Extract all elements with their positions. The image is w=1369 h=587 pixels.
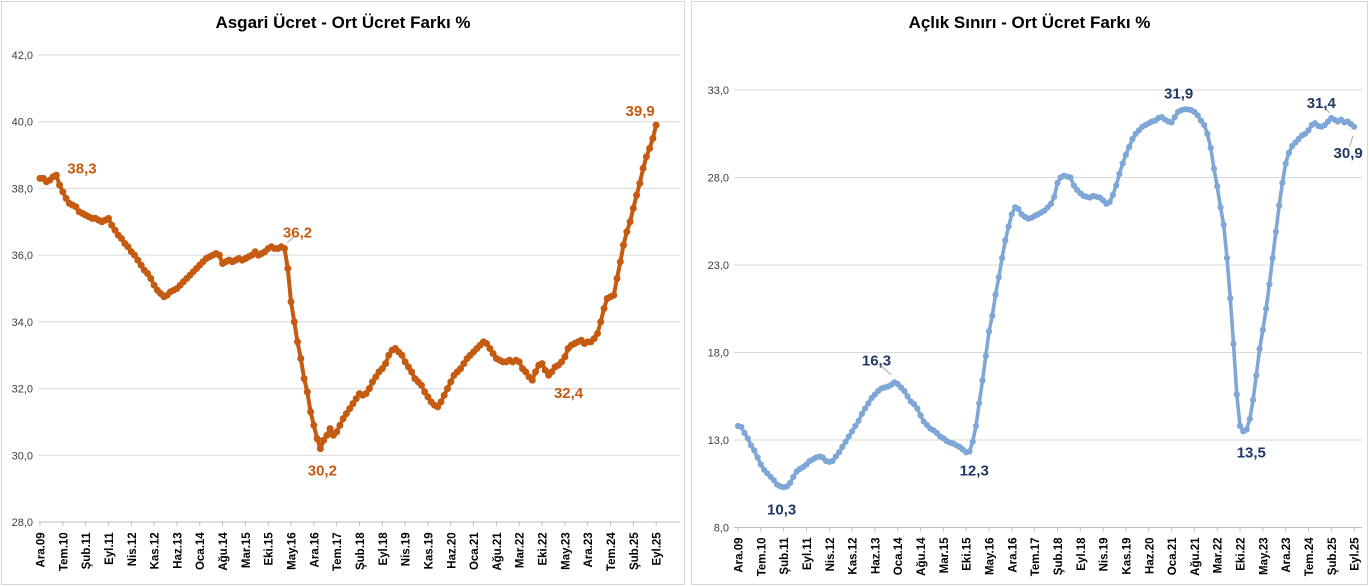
svg-text:13,5: 13,5 [1237,444,1266,461]
svg-text:36,0: 36,0 [12,250,33,262]
svg-text:28,0: 28,0 [708,173,729,185]
svg-text:Şub.18: Şub.18 [355,532,367,570]
svg-text:16,3: 16,3 [862,352,891,369]
svg-text:Tem.17: Tem.17 [332,532,344,571]
chart-panel-asgari-ucret: Asgari Ücret - Ort Ücret Farkı % 28,0 30,… [1,1,685,585]
svg-text:Eyl.18: Eyl.18 [378,532,390,566]
chart-panel-aclik-siniri: Açlık Sınırı - Ort Ücret Farkı % 8,0 13,0… [691,1,1368,585]
svg-text:Şub.11: Şub.11 [779,537,791,575]
svg-text:Ara.23: Ara.23 [583,532,595,567]
svg-text:32,0: 32,0 [12,384,33,396]
svg-text:13,0: 13,0 [708,435,729,447]
svg-text:Oca.21: Oca.21 [1167,537,1179,575]
svg-text:Ağu.21: Ağu.21 [492,532,504,571]
svg-text:8,0: 8,0 [714,523,729,535]
chart-title-asgari-ucret: Asgari Ücret - Ort Ücret Farkı % [215,13,471,32]
svg-text:32,4: 32,4 [554,385,584,402]
svg-text:Haz.13: Haz.13 [172,532,184,568]
svg-text:Ara.16: Ara.16 [309,532,321,567]
svg-text:38,3: 38,3 [67,160,96,177]
svg-text:Haz.20: Haz.20 [1144,538,1156,574]
svg-text:Ara.09: Ara.09 [36,532,48,567]
svg-text:Kas.12: Kas.12 [150,532,162,569]
svg-text:Eyl.11: Eyl.11 [104,532,116,565]
svg-text:Mar.15: Mar.15 [241,532,253,568]
svg-text:May.16: May.16 [985,538,997,576]
svg-text:23,0: 23,0 [708,260,729,272]
svg-text:Nis.12: Nis.12 [127,532,139,566]
svg-text:31,4: 31,4 [1307,95,1337,112]
svg-text:28,0: 28,0 [12,517,33,529]
svg-text:Eki.22: Eki.22 [1236,538,1248,571]
svg-text:Kas.19: Kas.19 [1121,538,1133,575]
svg-text:Şub.25: Şub.25 [1327,537,1339,575]
svg-text:30,2: 30,2 [308,463,337,480]
svg-text:Mar.22: Mar.22 [515,532,527,568]
svg-text:Eyl.11: Eyl.11 [802,537,814,570]
svg-text:Nis.19: Nis.19 [401,532,413,566]
svg-text:Eyl.25: Eyl.25 [1350,537,1362,571]
svg-text:10,3: 10,3 [767,501,796,518]
svg-text:Mar.22: Mar.22 [1213,538,1225,574]
svg-text:Tem.10: Tem.10 [58,532,70,571]
svg-text:Ağu.14: Ağu.14 [916,537,928,576]
svg-text:18,0: 18,0 [708,348,729,360]
svg-text:30,9: 30,9 [1334,145,1363,162]
svg-text:Eki.22: Eki.22 [538,532,550,565]
svg-text:Eki.15: Eki.15 [962,537,974,571]
svg-text:Eki.15: Eki.15 [264,532,276,566]
svg-text:Kas.19: Kas.19 [423,532,435,569]
svg-text:Ara.23: Ara.23 [1281,538,1293,573]
svg-text:Tem.17: Tem.17 [1030,538,1042,577]
asgari-ucret-line-chart: 28,0 30,0 32,0 34,0 36,0 38,0 40,0 42,0 Ara.09 Te… [12,50,680,571]
svg-text:Şub.11: Şub.11 [81,532,93,570]
svg-text:36,2: 36,2 [283,224,312,241]
svg-text:Oca.21: Oca.21 [469,532,481,570]
svg-text:40,0: 40,0 [12,117,33,129]
svg-text:May.23: May.23 [560,532,572,570]
svg-text:Haz.13: Haz.13 [870,538,882,574]
svg-text:Oca.14: Oca.14 [195,532,207,570]
svg-text:Ara.16: Ara.16 [1007,538,1019,573]
svg-text:38,0: 38,0 [12,183,33,195]
svg-text:Tem.10: Tem.10 [756,538,768,577]
svg-text:Tem.24: Tem.24 [1304,537,1316,576]
svg-text:Ara.09: Ara.09 [734,538,746,573]
svg-text:Mar.15: Mar.15 [939,537,951,573]
svg-text:Kas.12: Kas.12 [848,538,860,575]
svg-text:May.23: May.23 [1258,538,1270,576]
svg-text:42,0: 42,0 [12,50,33,62]
svg-text:Eyl.18: Eyl.18 [1076,537,1088,571]
svg-text:Nis.12: Nis.12 [825,538,837,572]
svg-text:34,0: 34,0 [12,317,33,329]
chart-title-aclik-siniri: Açlık Sınırı - Ort Ücret Farkı % [908,13,1151,32]
svg-text:31,9: 31,9 [1164,85,1193,102]
svg-text:Tem.24: Tem.24 [606,532,618,571]
svg-text:33,0: 33,0 [708,85,729,97]
svg-text:Ağu.14: Ağu.14 [218,532,230,571]
svg-text:Nis.19: Nis.19 [1099,538,1111,572]
svg-text:Şub.25: Şub.25 [629,532,641,570]
aclik-siniri-line-chart: 8,0 13,0 18,0 23,0 28,0 33,0 Ara.09 Tem.10 Şub.1… [708,85,1363,577]
svg-text:Ağu.21: Ağu.21 [1190,537,1202,576]
svg-text:Şub.18: Şub.18 [1053,537,1065,575]
svg-text:30,0: 30,0 [12,450,33,462]
svg-text:Eyl.25: Eyl.25 [652,532,664,566]
svg-text:May.16: May.16 [287,532,299,570]
svg-text:Oca.14: Oca.14 [893,537,905,575]
svg-text:39,9: 39,9 [626,103,655,120]
svg-text:Haz.20: Haz.20 [446,532,458,568]
svg-text:12,3: 12,3 [960,462,989,479]
